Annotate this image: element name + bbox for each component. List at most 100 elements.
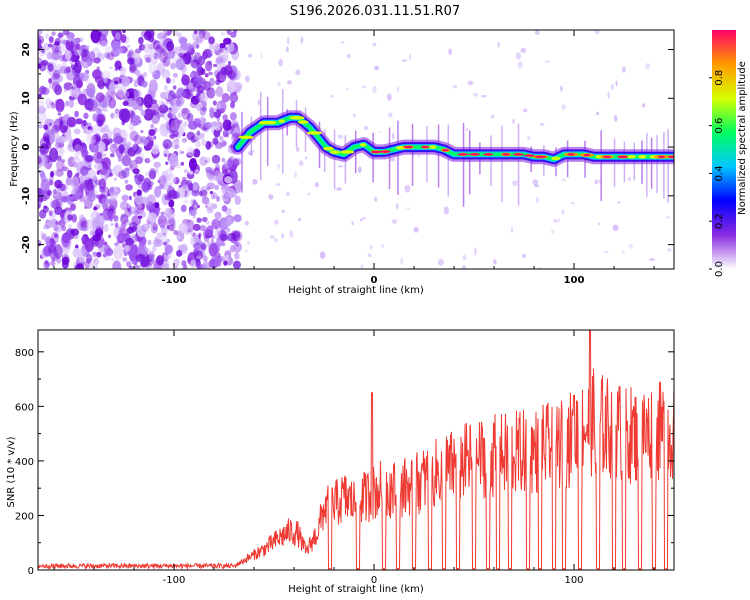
noise-blob <box>151 38 157 45</box>
noise-blob <box>162 138 173 150</box>
noise-blob <box>53 233 59 238</box>
noise-blob <box>388 112 393 118</box>
noise-blob <box>169 216 176 227</box>
spectrogram-x-tick-label: 0 <box>371 275 378 286</box>
noise-blob <box>153 161 161 168</box>
noise-blob <box>357 166 362 174</box>
ridge-core <box>667 155 674 158</box>
noise-blob <box>120 34 127 43</box>
noise-blob <box>165 89 173 100</box>
noise-blob <box>200 117 207 124</box>
noise-blob <box>169 133 175 140</box>
noise-blob <box>190 59 200 69</box>
noise-blob <box>127 208 131 213</box>
noise-blob <box>345 88 349 91</box>
noise-blob <box>122 257 128 262</box>
noise-blob <box>162 263 170 269</box>
noise-blob <box>245 249 248 253</box>
noise-blob <box>556 218 561 223</box>
noise-blob <box>72 247 82 258</box>
noise-blob <box>205 140 212 150</box>
noise-blob <box>360 264 364 269</box>
noise-blob <box>221 188 226 195</box>
snr-y-tick-label: 400 <box>15 457 34 468</box>
noise-blob <box>102 153 106 157</box>
noise-blob <box>129 159 138 172</box>
noise-blob <box>160 211 165 216</box>
noise-blob <box>148 250 155 260</box>
noise-blob <box>114 222 119 228</box>
noise-blob <box>82 120 87 127</box>
noise-blob <box>79 183 85 190</box>
noise-blob <box>94 214 105 227</box>
noise-blob <box>52 187 59 197</box>
noise-blob <box>122 100 129 106</box>
noise-blob <box>211 203 218 210</box>
noise-blob <box>195 262 203 269</box>
noise-blob <box>74 110 79 118</box>
noise-blob <box>118 144 125 154</box>
noise-blob <box>199 100 207 111</box>
noise-blob <box>226 187 236 199</box>
noise-blob <box>66 143 73 152</box>
noise-blob <box>260 52 263 59</box>
noise-blob <box>152 135 157 140</box>
noise-blob <box>206 186 211 191</box>
noise-blob <box>277 82 281 87</box>
noise-blob <box>87 126 91 131</box>
ridge-core <box>502 153 510 156</box>
noise-blob <box>129 130 139 142</box>
noise-blob <box>50 131 60 143</box>
noise-blob <box>233 214 242 223</box>
noise-blob <box>219 42 226 49</box>
noise-blob <box>54 142 62 149</box>
noise-blob <box>208 71 213 76</box>
noise-blob <box>128 195 132 201</box>
noise-blob <box>72 232 79 239</box>
noise-blob <box>109 172 114 177</box>
noise-blob <box>201 139 208 146</box>
noise-blob <box>209 191 214 195</box>
noise-blob <box>140 211 147 218</box>
noise-blob <box>212 100 217 106</box>
snr-ticks: -100 0 100 0 200 400 600 800 <box>15 330 674 586</box>
snr-panel: -100 0 100 0 200 400 600 800 Height of straight… <box>6 329 675 595</box>
noise-blob <box>66 116 77 128</box>
noise-blob <box>532 179 539 186</box>
noise-blob <box>84 69 90 75</box>
noise-blob <box>175 47 185 57</box>
noise-blob <box>133 63 137 67</box>
noise-blob <box>121 154 132 167</box>
noise-blob <box>133 258 138 266</box>
noise-blob <box>517 60 523 69</box>
noise-blob <box>70 86 75 90</box>
noise-blob <box>157 32 166 40</box>
noise-blob <box>473 247 477 256</box>
ridge-core <box>617 155 629 158</box>
noise-blob <box>621 66 626 73</box>
noise-blob <box>186 131 195 141</box>
noise-blob <box>75 79 83 89</box>
colorbar-label: Normalized spectral amplitude <box>737 61 748 215</box>
ridge-core <box>512 153 524 156</box>
noise-blob <box>105 248 114 257</box>
noise-blob <box>88 99 98 110</box>
noise-blob <box>72 138 82 152</box>
noise-blob <box>84 260 90 269</box>
noise-blob <box>223 129 228 136</box>
ridge-core <box>360 143 367 147</box>
noise-blob <box>221 140 227 148</box>
noise-blob <box>38 63 42 69</box>
noise-blob <box>227 158 233 168</box>
noise-blob <box>286 36 290 45</box>
noise-blob <box>38 239 42 247</box>
noise-blob <box>166 173 177 185</box>
noise-blob <box>178 127 185 136</box>
noise-blob <box>106 89 117 99</box>
noise-blob <box>180 150 184 154</box>
noise-blob <box>156 62 166 75</box>
spectrogram-y-tick-label: -20 <box>21 236 32 254</box>
noise-blob <box>101 157 112 170</box>
snr-series-line <box>38 330 674 570</box>
noise-blob <box>287 80 292 85</box>
